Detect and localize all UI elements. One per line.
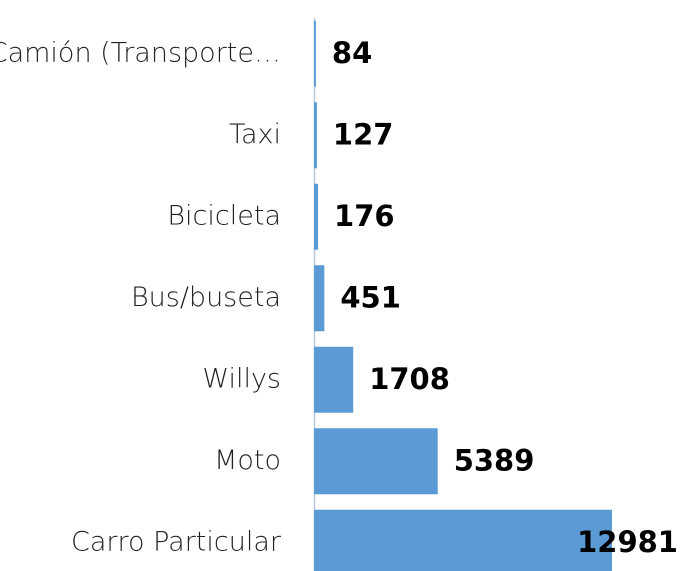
bar — [314, 102, 317, 169]
value-label: 451 — [340, 280, 401, 314]
bar — [314, 346, 354, 413]
value-label: 84 — [332, 36, 372, 70]
bar — [314, 428, 438, 495]
bar — [314, 265, 325, 332]
category-label: Moto — [214, 445, 281, 476]
bar — [314, 509, 612, 571]
category-label: Carro Particular — [71, 526, 282, 557]
bar — [314, 183, 319, 250]
value-label: 176 — [334, 199, 395, 233]
value-label: 5389 — [454, 443, 535, 477]
category-label: Willys — [202, 363, 281, 394]
category-label: Camión (Transporte… — [0, 37, 281, 68]
category-label: Bus/buseta — [131, 282, 281, 313]
value-label: 12981 — [577, 525, 678, 559]
category-label: Taxi — [229, 119, 281, 150]
bar — [314, 20, 316, 87]
value-label: 1708 — [369, 362, 450, 396]
category-label: Bicicleta — [167, 200, 281, 231]
value-label: 127 — [333, 117, 394, 151]
